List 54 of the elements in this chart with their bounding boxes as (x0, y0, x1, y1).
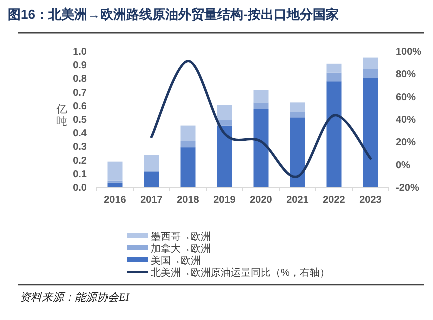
bar (144, 155, 160, 171)
bar (363, 58, 378, 70)
y2-tick-label: 60% (396, 92, 416, 104)
x-tick-label: 2020 (250, 195, 273, 206)
x-tick-label: 2017 (140, 195, 164, 206)
x-tick-label: 2021 (286, 195, 310, 206)
chart-title: 图16：北美洲→欧洲路线原油外贸量结构-按出口地分国家 (8, 7, 339, 22)
bar (180, 141, 196, 148)
y-tick-label: 0.6 (73, 101, 88, 112)
x-tick-label: 2023 (360, 195, 382, 206)
bar (180, 126, 196, 142)
y2-tick-label: 80% (396, 70, 416, 81)
bar (363, 78, 378, 187)
y-axis-title: 亿吨 (56, 104, 68, 128)
bar (254, 109, 269, 187)
bar (108, 162, 123, 181)
y-tick-label: 0.1 (73, 169, 88, 180)
bar (180, 148, 196, 187)
legend-label: 北美洲→欧洲原油运量同比（%，右轴） (151, 267, 330, 279)
y-tick-label: 0.5 (73, 115, 88, 126)
bar (290, 102, 306, 112)
x-tick-label: 2018 (177, 195, 200, 206)
legend-label: 墨西哥→欧洲 (151, 231, 211, 243)
x-tick-label: 2016 (104, 195, 127, 206)
y-tick-label: 0.4 (73, 128, 88, 140)
y-tick-label: 0.2 (73, 156, 88, 167)
bar (326, 72, 342, 82)
y2-tick-label: -20% (396, 183, 420, 194)
y-tick-label: 0.3 (73, 142, 88, 154)
y-tick-label: 0.0 (73, 183, 88, 194)
bar (363, 69, 378, 78)
y-tick-label: 1.0 (73, 47, 88, 58)
y2-tick-label: 100% (396, 47, 422, 58)
y-tick-label: 0.7 (73, 88, 88, 99)
y2-tick-label: 0% (396, 160, 411, 172)
bar (254, 90, 269, 103)
bar (217, 105, 232, 120)
text: 资料来源：能源协会EI (20, 291, 131, 304)
y2-tick-label: 20% (396, 138, 416, 149)
bar (290, 112, 306, 118)
legend-label: 加拿大→欧洲 (151, 243, 211, 255)
bar (217, 126, 232, 187)
bar (326, 82, 342, 187)
x-tick-label: 2019 (214, 195, 236, 206)
legend-label: 美国→欧洲 (151, 255, 201, 267)
y2-tick-label: 40% (396, 115, 416, 126)
bar (254, 102, 269, 110)
y-tick-label: 0.8 (73, 74, 88, 86)
bar (326, 64, 342, 73)
bar (290, 118, 306, 187)
x-tick-label: 2022 (323, 195, 346, 206)
bar (144, 172, 160, 187)
y-tick-label: 0.9 (73, 60, 88, 72)
bar (108, 182, 123, 187)
